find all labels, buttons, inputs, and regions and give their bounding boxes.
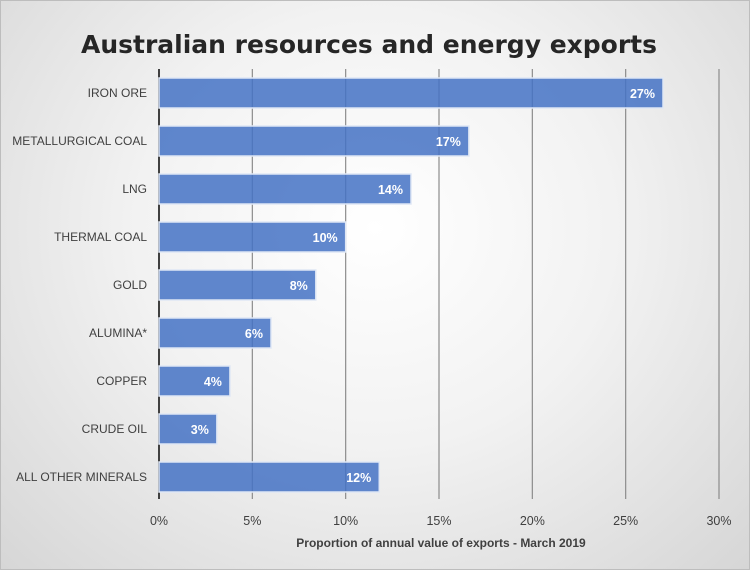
x-axis-label: Proportion of annual value of exports - …: [296, 536, 586, 550]
x-tick-label: 25%: [613, 514, 638, 528]
data-label: 8%: [290, 279, 308, 293]
category-label: CRUDE OIL: [82, 422, 148, 436]
x-tick-label: 10%: [333, 514, 358, 528]
category-label: GOLD: [113, 278, 147, 292]
data-label: 17%: [436, 135, 461, 149]
bar-gold: [158, 269, 317, 301]
bar-thermal-coal: [158, 221, 347, 253]
data-label: 10%: [313, 231, 338, 245]
x-tick-label: 30%: [706, 514, 731, 528]
data-label: 12%: [346, 471, 371, 485]
bar-lng: [158, 173, 412, 205]
bar-copper: [158, 365, 231, 397]
bar-all-other-minerals: [158, 461, 381, 493]
category-label: COPPER: [96, 374, 147, 388]
data-label: 6%: [245, 327, 263, 341]
data-label: 14%: [378, 183, 403, 197]
category-label: METALLURGICAL COAL: [12, 134, 147, 148]
bar-crude-oil: [158, 413, 218, 445]
category-label: THERMAL COAL: [54, 230, 147, 244]
category-label: ALL OTHER MINERALS: [16, 470, 147, 484]
bar-alumina-: [158, 317, 272, 349]
bar-iron-ore: [158, 77, 664, 109]
data-label: 27%: [630, 87, 655, 101]
data-label: 3%: [191, 423, 209, 437]
category-label: LNG: [122, 182, 147, 196]
x-tick-label: 5%: [243, 514, 261, 528]
bar-metallurgical-coal: [158, 125, 470, 157]
category-label: IRON ORE: [88, 86, 147, 100]
chart-title: Australian resources and energy exports: [81, 30, 657, 59]
x-tick-label: 20%: [520, 514, 545, 528]
x-tick-label: 15%: [426, 514, 451, 528]
category-label: ALUMINA*: [89, 326, 147, 340]
x-tick-label: 0%: [150, 514, 168, 528]
data-label: 4%: [204, 375, 222, 389]
